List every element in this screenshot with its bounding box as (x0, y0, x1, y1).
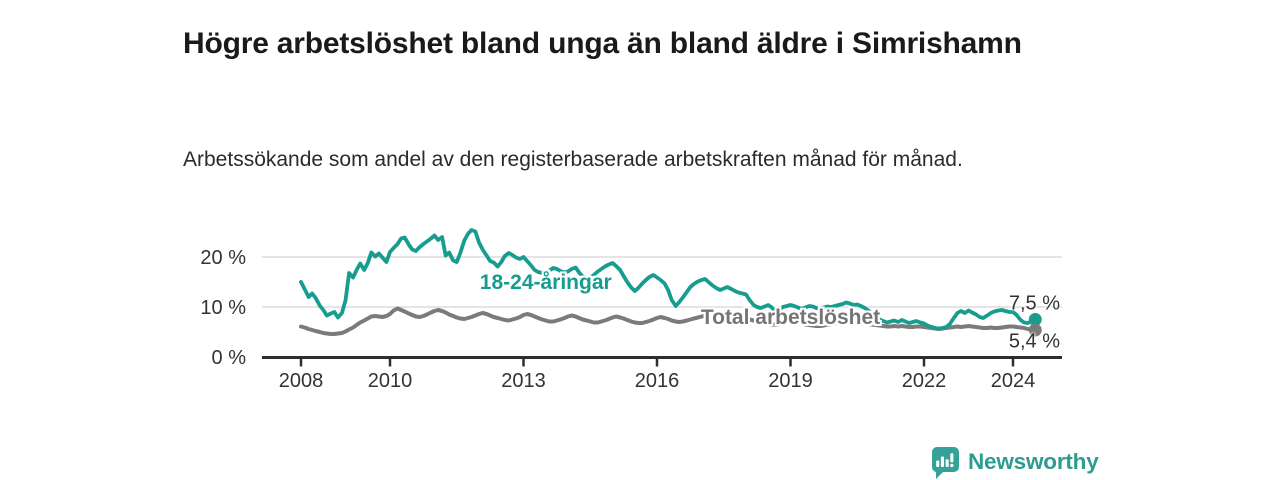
series-end-dot-total (1028, 323, 1042, 337)
series-line-total (299, 306, 1038, 336)
series-label-total: Total arbetslöshet (700, 306, 881, 329)
x-axis-tick-label: 2008 (279, 370, 324, 392)
x-axis-tick-label: 2022 (902, 370, 947, 392)
y-axis-tick-label: 0 % (212, 347, 247, 369)
x-axis-tick-label: 2024 (991, 370, 1036, 392)
x-axis-tick-label: 2010 (368, 370, 413, 392)
y-axis-tick-label: 20 % (200, 247, 246, 269)
series-label-youth: 18-24-åringar (479, 271, 612, 294)
x-axis-tick-label: 2019 (768, 370, 813, 392)
end-value-label-youth: 7,5 % (1008, 292, 1060, 314)
chart-title: Högre arbetslöshet bland unga än bland ä… (183, 27, 1022, 61)
x-axis-tick-label: 2013 (501, 370, 546, 392)
chart-subtitle: Arbetssökande som andel av den registerb… (183, 148, 963, 171)
y-axis-tick-label: 10 % (200, 297, 246, 319)
series-end-dot-youth (1028, 313, 1042, 326)
end-value-label-total: 5,4 % (1008, 330, 1060, 353)
brand-wordmark: Newsworthy (968, 449, 1099, 474)
bar-chart-speech-bubble-icon (932, 446, 959, 479)
newsworthy-brand[interactable]: Newsworthy (930, 444, 1130, 480)
x-axis-tick-label: 2016 (635, 370, 680, 392)
series-line-youth (299, 228, 1038, 331)
